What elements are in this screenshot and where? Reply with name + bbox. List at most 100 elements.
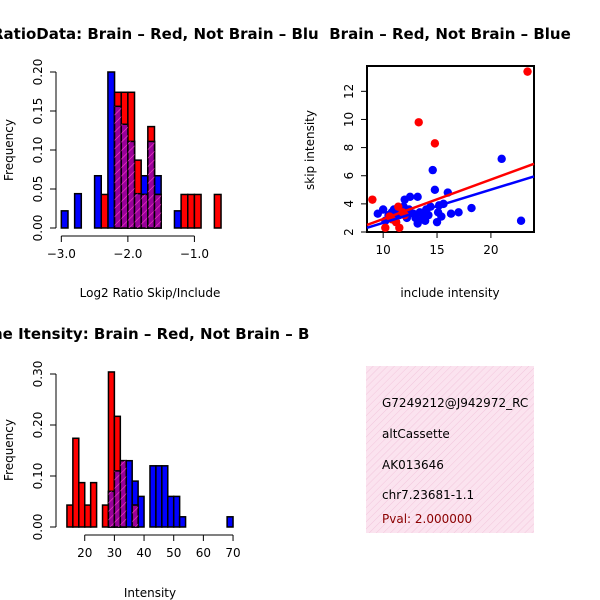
overlap-hatch	[147, 141, 155, 228]
ratio-chart-title: RatioData: Brain – Red, Not Brain – Blu	[0, 25, 319, 43]
brain-fit-line	[366, 162, 535, 227]
not-brain-point	[446, 209, 456, 218]
overlap-hatch	[127, 141, 135, 228]
y-tick-label: 0.15	[31, 98, 45, 125]
scatter-plot-frame	[366, 65, 535, 233]
y-tick-label: 0.10	[31, 137, 45, 164]
x-tick-label: 60	[196, 546, 211, 560]
ratio-histogram: RatioData: Brain – Red, Not Brain – Blu …	[0, 25, 319, 300]
not-brain-point	[516, 216, 526, 225]
intensity-chart-title: ne Itensity: Brain – Red, Not Brain – B	[0, 325, 309, 343]
not-brain-bar	[149, 465, 157, 528]
brain-bar	[213, 193, 222, 229]
x-tick-label: −1.0	[180, 247, 209, 261]
not-brain-point	[413, 192, 422, 202]
brain-bar	[101, 504, 110, 528]
x-tick-label: 20	[483, 243, 498, 257]
x-tick-label: −3.0	[47, 247, 76, 261]
not-brain-point	[428, 165, 437, 175]
intensity-histogram: ne Itensity: Brain – Red, Not Brain – B …	[0, 325, 309, 600]
event-info-panel: G7249212@J942972_RC altCassette AK013646…	[366, 366, 534, 533]
brain-point	[430, 139, 440, 148]
info-panel-background	[366, 366, 534, 533]
brain-bar	[78, 481, 86, 528]
not-brain-bar	[73, 192, 83, 229]
intensity-scatter: Brain – Red, Not Brain – Blue 10 15 20 2 4 6 8…	[303, 25, 571, 300]
y-tick-label: 0.00	[31, 215, 45, 242]
not-brain-point	[433, 208, 443, 217]
y-tick-label: 0.00	[31, 514, 45, 541]
event-type-text: altCassette	[382, 427, 450, 441]
y-tick-label: 4	[342, 200, 356, 208]
not-brain-bar	[173, 210, 182, 229]
brain-point	[414, 118, 423, 127]
brain-bar	[72, 437, 80, 528]
not-brain-point	[467, 203, 476, 213]
scatter-chart-title: Brain – Red, Not Brain – Blue	[329, 25, 571, 43]
overlap-hatch	[114, 106, 122, 228]
y-tick-label: 10	[342, 112, 356, 127]
brain-bar	[193, 193, 202, 229]
not-brain-bar	[161, 465, 169, 528]
not-brain-bar	[93, 174, 103, 229]
overlap-hatch	[154, 194, 162, 228]
not-brain-bar	[172, 495, 181, 528]
brain-bar	[89, 481, 98, 528]
intensity-y-axis-label: Frequency	[2, 419, 16, 481]
y-tick-label: 0.30	[31, 361, 45, 388]
x-tick-label: 40	[136, 546, 151, 560]
not-brain-bar	[125, 459, 133, 528]
not-brain-point	[454, 208, 463, 217]
overlap-hatch	[141, 194, 148, 228]
ratio-y-axis-label: Frequency	[2, 119, 16, 181]
x-tick-label: 30	[107, 546, 122, 560]
pval-text: Pval: 2.000000	[382, 512, 472, 526]
overlap-hatch	[108, 491, 115, 527]
not-brain-point	[413, 219, 422, 228]
not-brain-bar	[178, 516, 187, 528]
not-brain-fit-line	[366, 175, 535, 229]
brain-bar	[100, 193, 109, 229]
not-brain-bar	[137, 495, 145, 528]
y-tick-label: 6	[342, 172, 356, 180]
intensity-x-axis-label: Intensity	[124, 586, 176, 600]
brain-point	[368, 195, 377, 204]
x-tick-label: −2.0	[113, 247, 142, 261]
x-tick-label: 15	[429, 243, 444, 257]
y-tick-label: 12	[342, 84, 356, 99]
brain-bar	[180, 193, 189, 229]
y-tick-label: 0.05	[31, 176, 45, 203]
y-tick-label: 0.10	[31, 463, 45, 490]
not-brain-bar	[167, 495, 175, 528]
brain-bar	[83, 504, 92, 528]
not-brain-point	[405, 192, 415, 202]
not-brain-point	[430, 185, 440, 194]
x-tick-label: 20	[77, 546, 92, 560]
overlap-hatch	[121, 124, 128, 228]
not-brain-bar	[226, 516, 234, 528]
y-tick-label: 0.20	[31, 59, 45, 86]
accession-text: AK013646	[382, 458, 444, 472]
x-tick-label: 10	[376, 243, 391, 257]
overlap-hatch	[134, 193, 142, 228]
brain-point	[381, 223, 390, 232]
brain-point	[395, 223, 404, 232]
brain-point	[394, 202, 403, 211]
x-tick-label: 50	[166, 546, 181, 560]
not-brain-bar	[107, 71, 116, 229]
location-text: chr7.23681-1.1	[382, 488, 474, 502]
not-brain-point	[497, 154, 506, 164]
y-tick-label: 0.20	[31, 412, 45, 439]
event-id-text: G7249212@J942972_RC	[382, 396, 528, 410]
y-tick-label: 2	[342, 228, 356, 236]
overlap-hatch	[120, 460, 127, 527]
scatter-y-axis-label: skip intensity	[303, 110, 317, 190]
overlap-hatch	[114, 470, 121, 527]
overlap-hatch	[132, 505, 139, 527]
scatter-x-axis-label: include intensity	[400, 286, 499, 300]
x-tick-label: 70	[225, 546, 240, 560]
not-brain-bar	[155, 465, 163, 528]
y-tick-label: 8	[342, 144, 356, 152]
brain-point	[523, 67, 532, 76]
not-brain-point	[420, 216, 430, 225]
